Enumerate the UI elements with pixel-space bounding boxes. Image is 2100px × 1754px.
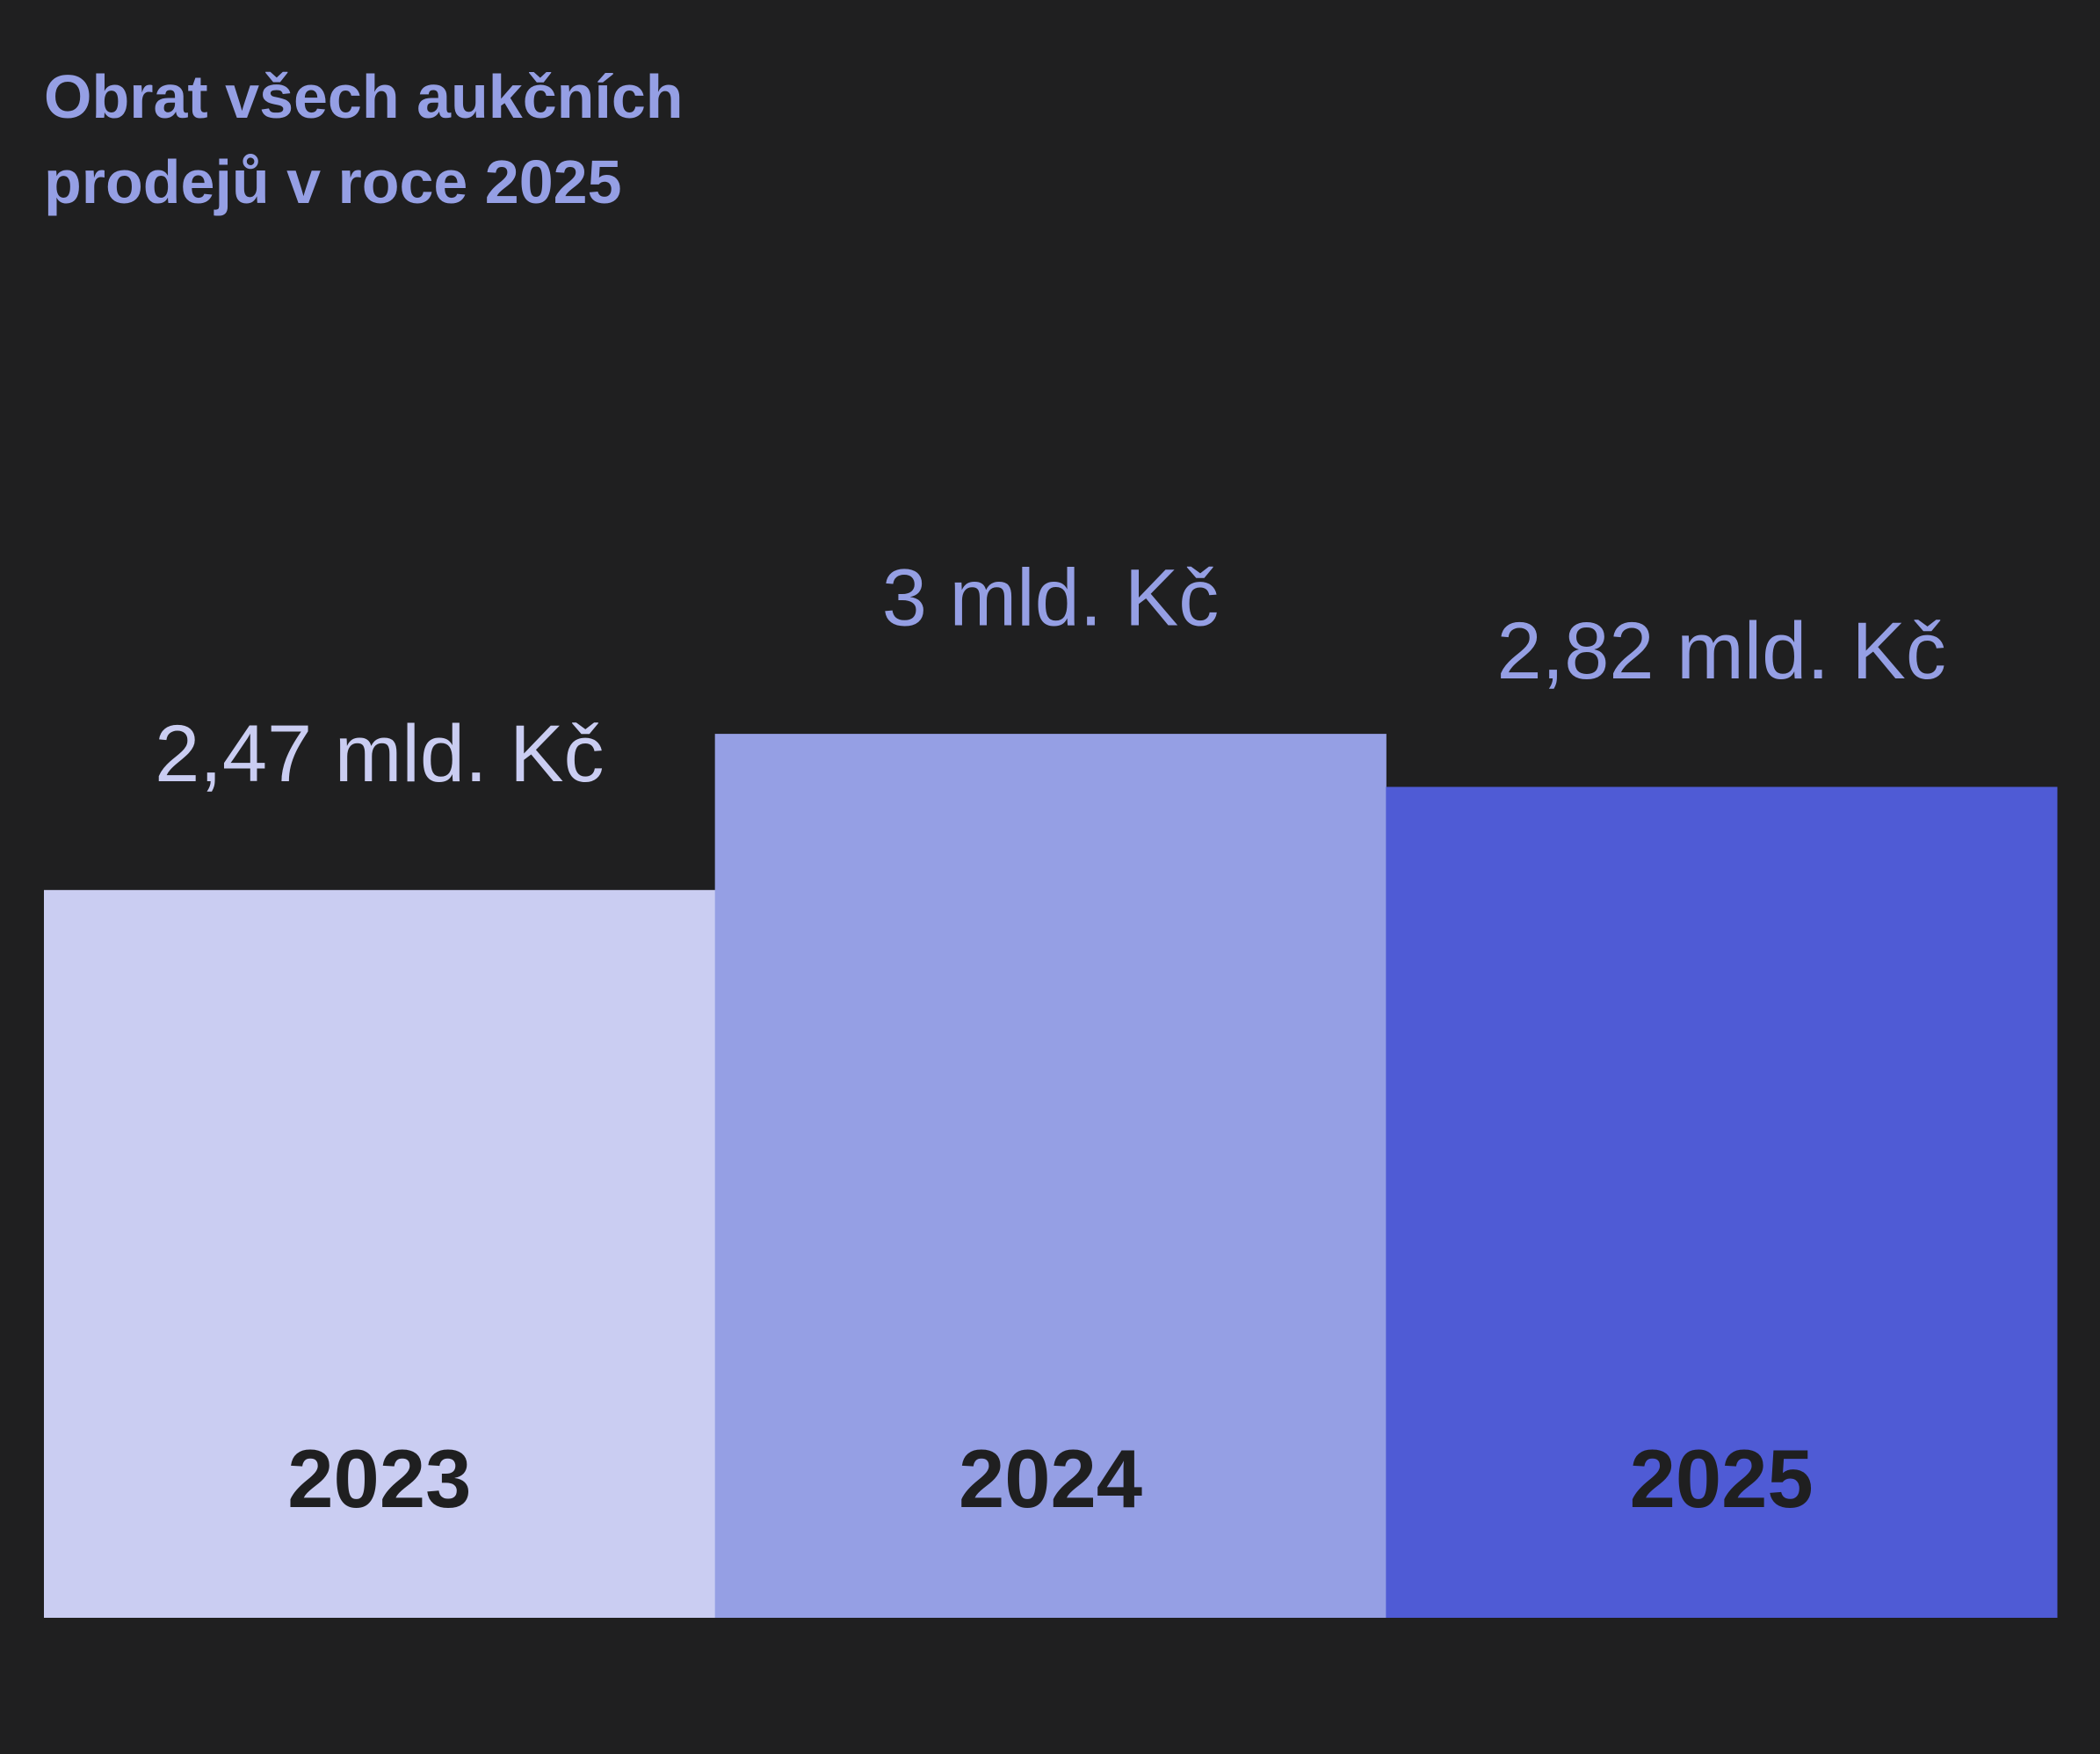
bar <box>714 734 1387 1618</box>
value-label: 3 mld. Kč <box>882 553 1219 642</box>
chart-title: Obrat všech aukčních prodejů v roce 2025 <box>44 62 684 216</box>
value-label: 2,82 mld. Kč <box>1496 606 1945 696</box>
bar <box>44 889 716 1618</box>
category-label: 2025 <box>1630 1432 1814 1525</box>
category-label: 2024 <box>959 1432 1142 1525</box>
value-label: 2,47 mld. Kč <box>155 709 604 799</box>
bar <box>1386 786 2058 1618</box>
category-label: 2023 <box>287 1432 471 1525</box>
